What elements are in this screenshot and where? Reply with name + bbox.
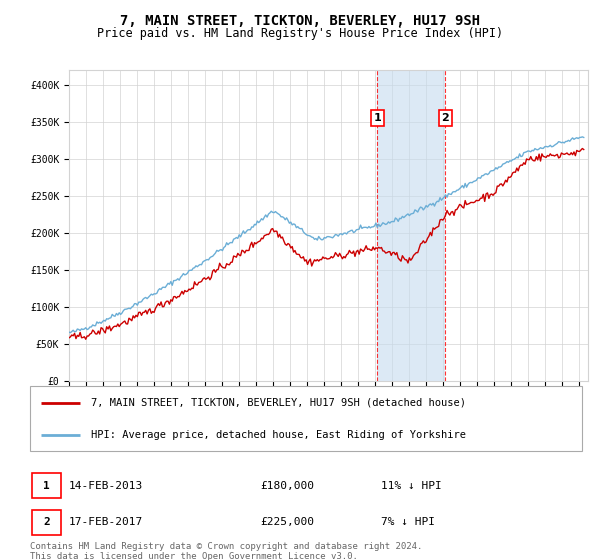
Text: 11% ↓ HPI: 11% ↓ HPI [382, 481, 442, 491]
Text: 7% ↓ HPI: 7% ↓ HPI [382, 517, 436, 527]
Text: 2: 2 [442, 113, 449, 123]
Text: £180,000: £180,000 [260, 481, 314, 491]
FancyBboxPatch shape [30, 386, 582, 451]
Text: HPI: Average price, detached house, East Riding of Yorkshire: HPI: Average price, detached house, East… [91, 430, 466, 440]
FancyBboxPatch shape [32, 473, 61, 498]
Text: 14-FEB-2013: 14-FEB-2013 [69, 481, 143, 491]
Text: Contains HM Land Registry data © Crown copyright and database right 2024.
This d: Contains HM Land Registry data © Crown c… [30, 542, 422, 560]
Text: 1: 1 [43, 481, 50, 491]
Text: 17-FEB-2017: 17-FEB-2017 [69, 517, 143, 527]
Text: £225,000: £225,000 [260, 517, 314, 527]
Text: 7, MAIN STREET, TICKTON, BEVERLEY, HU17 9SH: 7, MAIN STREET, TICKTON, BEVERLEY, HU17 … [120, 14, 480, 28]
Text: 7, MAIN STREET, TICKTON, BEVERLEY, HU17 9SH (detached house): 7, MAIN STREET, TICKTON, BEVERLEY, HU17 … [91, 398, 466, 408]
Text: Price paid vs. HM Land Registry's House Price Index (HPI): Price paid vs. HM Land Registry's House … [97, 27, 503, 40]
FancyBboxPatch shape [32, 510, 61, 534]
Text: 1: 1 [373, 113, 381, 123]
Text: 2: 2 [43, 517, 50, 527]
Bar [377, 70, 445, 381]
